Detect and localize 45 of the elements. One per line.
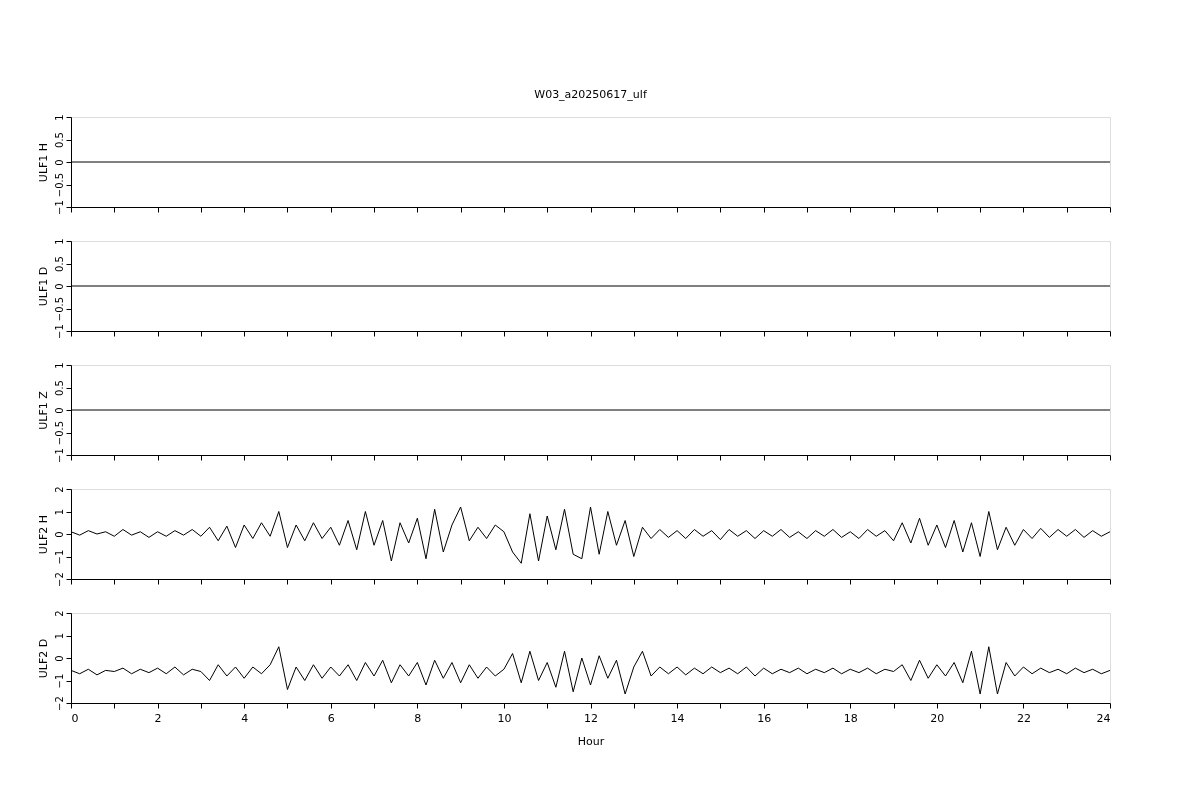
y-tick-label: 1 — [53, 238, 65, 245]
y-tick-label: −1 — [53, 200, 65, 215]
y-tick-label: 1 — [53, 114, 65, 121]
y-tick-label: −1 — [53, 673, 65, 689]
x-tick-label: 2 — [154, 711, 162, 725]
x-axis-title: Hour — [577, 734, 605, 748]
x-tick-label: 8 — [414, 711, 422, 725]
y-tick-label: −1 — [53, 549, 65, 565]
y-tick-label: 1 — [53, 508, 65, 516]
x-tick-label: 12 — [584, 711, 598, 725]
y-tick-label: −0.5 — [53, 172, 65, 198]
y-axis-title: ULF1 Z — [36, 390, 50, 430]
y-tick-label: 0.5 — [53, 256, 65, 272]
y-tick-label: 1 — [53, 632, 65, 640]
y-tick-label: −2 — [53, 696, 65, 711]
x-tick-label: 20 — [930, 711, 945, 725]
y-tick-label: −1 — [53, 448, 65, 463]
y-tick-label: 2 — [53, 486, 65, 493]
y-tick-label: −2 — [53, 572, 65, 587]
y-tick-label: 2 — [53, 610, 65, 617]
y-tick-label: 0.5 — [53, 132, 65, 148]
y-tick-label: 0 — [53, 283, 65, 290]
y-tick-label: 0 — [53, 655, 65, 662]
y-axis-title: ULF1 D — [36, 266, 50, 307]
y-axis-title: ULF2 D — [36, 638, 50, 679]
y-tick-label: −0.5 — [53, 296, 65, 322]
x-tick-label: 18 — [843, 711, 858, 725]
y-tick-label: 0 — [53, 159, 65, 166]
x-tick-label: 14 — [670, 711, 685, 725]
x-tick-label: 10 — [497, 711, 512, 725]
y-tick-label: 0.5 — [53, 380, 65, 396]
y-tick-label: −1 — [53, 324, 65, 339]
x-tick-label: 16 — [757, 711, 772, 725]
x-tick-label: 24 — [1096, 711, 1111, 725]
y-tick-label: 0 — [53, 531, 65, 538]
x-tick-label: 4 — [241, 711, 249, 725]
chart-title: W03_a20250617_ulf — [534, 87, 648, 101]
y-axis-title: ULF2 H — [36, 514, 50, 555]
y-axis-title: ULF1 H — [36, 142, 50, 183]
x-tick-label: 22 — [1016, 711, 1031, 725]
y-tick-label: −0.5 — [53, 420, 65, 446]
x-tick-label: 0 — [71, 711, 79, 725]
y-tick-label: 0 — [53, 407, 65, 414]
y-tick-label: 1 — [53, 362, 65, 369]
x-tick-label: 6 — [327, 711, 335, 725]
